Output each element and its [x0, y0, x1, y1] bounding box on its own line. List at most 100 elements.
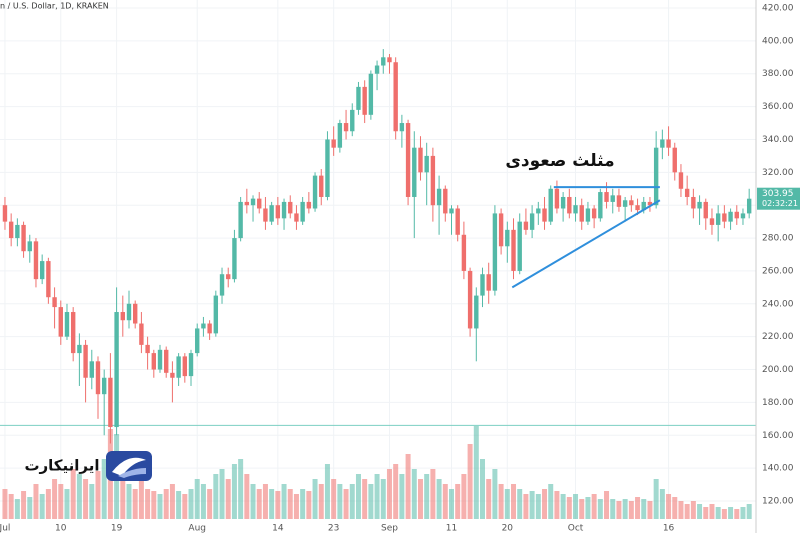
volume-bar — [213, 474, 219, 519]
candle-body — [300, 201, 305, 222]
x-tick-label: 20 — [502, 524, 514, 533]
y-tick-label: 260.00 — [762, 266, 794, 276]
candle-body — [474, 295, 479, 329]
candle-body — [15, 224, 20, 239]
volume-bar — [734, 509, 740, 519]
volume-bar — [324, 464, 330, 519]
candle-body — [325, 139, 330, 197]
volume-bar — [207, 489, 213, 519]
candle-body — [629, 200, 634, 206]
candle-body — [201, 323, 206, 329]
candle-body — [412, 147, 417, 197]
candle-body — [176, 356, 181, 378]
candle-body — [64, 312, 70, 337]
volume-bar — [597, 499, 603, 519]
volume-bar — [83, 479, 89, 519]
volume-bar — [27, 497, 33, 519]
candle-body — [381, 57, 386, 66]
candle-body — [511, 229, 516, 271]
candle-body — [443, 188, 448, 214]
candle-body — [182, 356, 188, 377]
candle-body — [418, 147, 423, 173]
volume-bar — [492, 469, 498, 519]
candle-body — [703, 201, 708, 219]
y-tick-label: 400.00 — [762, 36, 794, 46]
candle-body — [430, 155, 436, 206]
candle-body — [232, 238, 237, 280]
volume-bar — [591, 494, 597, 519]
x-tick-label: Sep — [381, 524, 398, 533]
volume-bar — [529, 491, 535, 519]
candle-body — [610, 195, 615, 202]
x-tick-label: Oct — [568, 524, 584, 533]
candle-body — [368, 73, 374, 115]
candle-body — [449, 208, 454, 214]
volume-bar — [585, 497, 591, 519]
volume-bar — [517, 489, 523, 519]
volume-bar — [238, 459, 244, 519]
candle-body — [598, 192, 603, 219]
candle-body — [70, 312, 76, 354]
candle-body — [281, 201, 287, 219]
volume-bar — [33, 484, 39, 519]
candle-body — [436, 188, 442, 206]
candle-body — [455, 208, 460, 235]
candle-body — [573, 205, 578, 214]
candle-body — [83, 344, 88, 378]
candle-body — [8, 221, 14, 239]
volume-bar — [535, 494, 541, 519]
volume-bar — [312, 479, 318, 519]
candle-body — [715, 213, 721, 225]
candle-body — [697, 201, 702, 209]
candle-body — [188, 353, 194, 377]
candle-body — [356, 86, 361, 110]
candle-body — [740, 213, 746, 219]
candle-body — [337, 123, 343, 148]
last-price-box — [757, 187, 800, 210]
candle-body — [517, 221, 522, 271]
volume-bar — [76, 474, 82, 519]
volume-bar — [2, 489, 8, 519]
volume-bar — [504, 489, 510, 519]
volume-bar — [281, 484, 287, 519]
volume-bar — [14, 499, 20, 519]
volume-bar — [306, 491, 312, 519]
candle-body — [139, 323, 144, 345]
candle-body — [89, 361, 94, 378]
y-tick-label: 220.00 — [762, 332, 794, 342]
volume-bar — [262, 484, 268, 519]
volume-bar — [52, 479, 58, 519]
candle-body — [108, 377, 113, 428]
volume-bar — [405, 454, 411, 519]
volume-bar — [45, 489, 51, 519]
volume-bar — [560, 494, 566, 519]
volume-bar — [188, 489, 194, 519]
volume-bar — [58, 484, 64, 519]
volume-bar — [176, 491, 182, 519]
volume-bar — [8, 494, 14, 519]
candle-body — [529, 213, 535, 230]
candle-body — [579, 205, 584, 222]
y-tick-label: 160.00 — [762, 431, 794, 441]
candle-body — [343, 123, 349, 132]
volume-bar — [424, 474, 430, 519]
volume-bar — [287, 489, 293, 519]
volume-bar — [275, 491, 281, 519]
volume-bar — [697, 504, 703, 519]
candle-body — [746, 198, 752, 214]
candle-body — [95, 361, 101, 395]
volume-bar — [89, 484, 95, 519]
x-tick-label: 23 — [328, 524, 339, 533]
candle-body — [250, 198, 256, 206]
candle-body — [480, 274, 485, 296]
candle-body — [405, 123, 411, 197]
volume-bar — [225, 479, 231, 519]
y-tick-label: 280.00 — [762, 234, 794, 244]
volume-bar — [684, 504, 690, 519]
candle-body — [207, 323, 212, 334]
candle-body — [523, 221, 529, 230]
candle-body — [362, 86, 367, 115]
volume-bar — [647, 501, 653, 519]
volume-bar — [157, 494, 163, 519]
candle-body — [498, 213, 504, 247]
